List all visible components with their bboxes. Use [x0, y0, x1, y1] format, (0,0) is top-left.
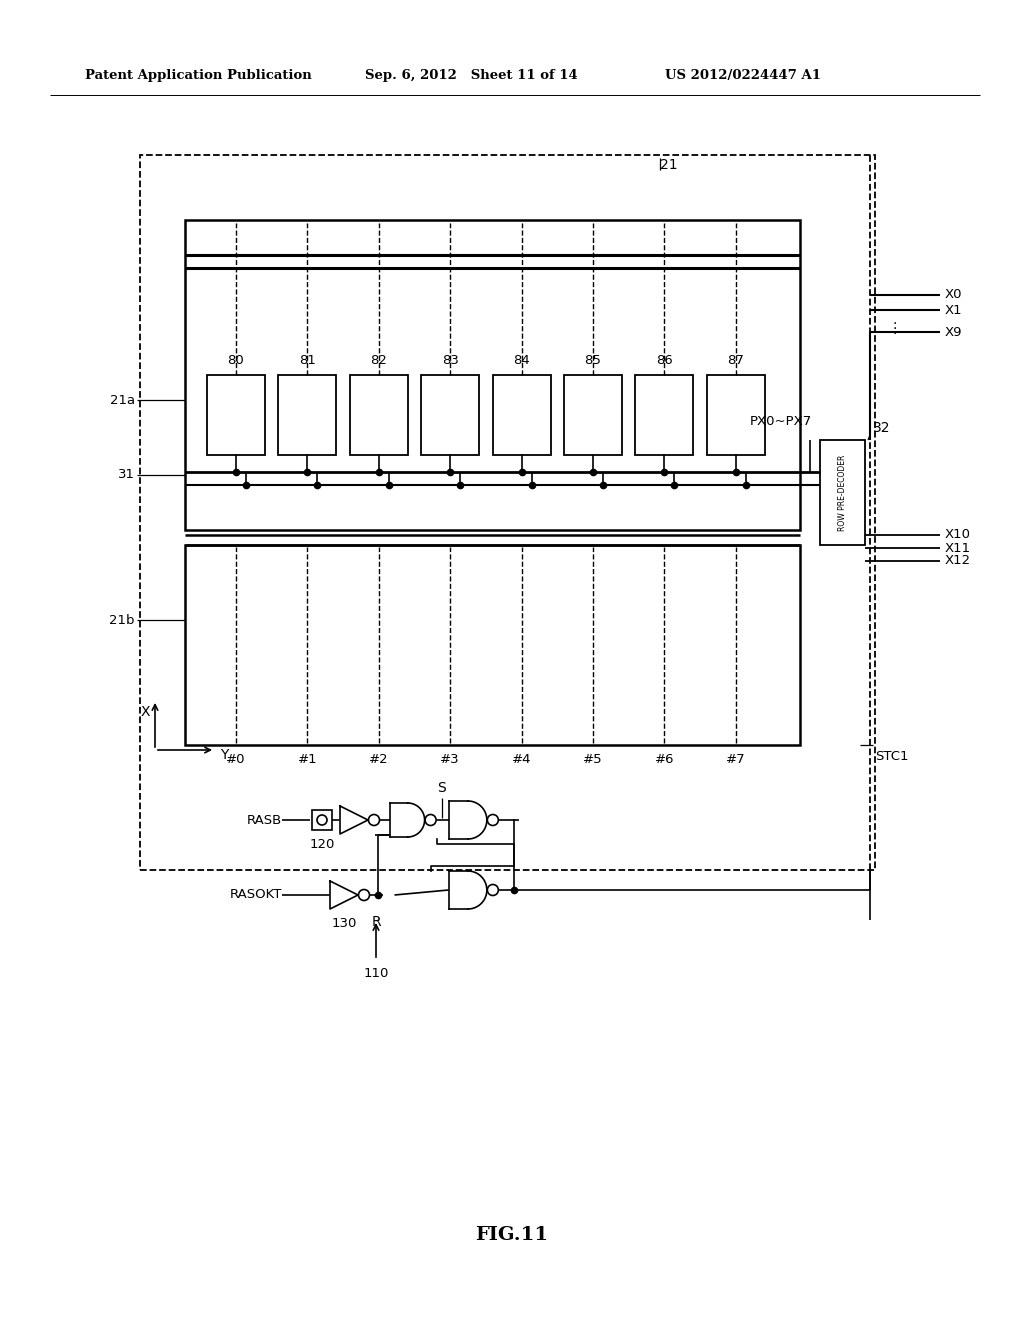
Bar [350, 375, 408, 455]
Text: S: S [437, 781, 446, 795]
Text: #1: #1 [298, 752, 317, 766]
Text: Patent Application Publication: Patent Application Publication [85, 69, 311, 82]
Text: FIG.11: FIG.11 [475, 1226, 549, 1243]
Text: 21: 21 [660, 158, 678, 172]
Text: 130: 130 [332, 917, 356, 931]
Bar [140, 154, 874, 870]
Text: X11: X11 [945, 541, 971, 554]
Bar [564, 375, 622, 455]
Bar [421, 375, 479, 455]
Text: Sep. 6, 2012   Sheet 11 of 14: Sep. 6, 2012 Sheet 11 of 14 [365, 69, 578, 82]
Text: .: . [893, 318, 897, 333]
Text: 110: 110 [364, 968, 389, 979]
Text: Y: Y [220, 748, 228, 762]
Bar [707, 375, 765, 455]
Text: 31: 31 [118, 469, 135, 482]
Text: #4: #4 [512, 752, 531, 766]
Text: 82: 82 [371, 354, 387, 367]
Text: X1: X1 [945, 304, 963, 317]
Text: #3: #3 [440, 752, 460, 766]
Text: #2: #2 [369, 752, 388, 766]
Text: STC1: STC1 [874, 750, 908, 763]
Polygon shape [330, 880, 358, 909]
Text: 84: 84 [513, 354, 529, 367]
Text: 32: 32 [873, 421, 891, 436]
Text: #6: #6 [654, 752, 674, 766]
Text: RASB: RASB [247, 813, 282, 826]
Text: X12: X12 [945, 554, 971, 568]
Text: 80: 80 [227, 354, 245, 367]
Text: 120: 120 [309, 838, 335, 851]
Text: .: . [893, 323, 897, 337]
Bar [185, 545, 800, 744]
Text: #5: #5 [583, 752, 603, 766]
Bar [185, 220, 800, 531]
Bar [820, 440, 865, 545]
Text: #0: #0 [226, 752, 246, 766]
Text: X: X [140, 705, 150, 719]
Text: X9: X9 [945, 326, 963, 338]
Text: X10: X10 [945, 528, 971, 541]
Text: 81: 81 [299, 354, 315, 367]
Bar [279, 375, 336, 455]
Text: 21b: 21b [110, 614, 135, 627]
Bar [207, 375, 265, 455]
Text: ROW PRE-DECODER: ROW PRE-DECODER [838, 454, 847, 531]
Bar [312, 810, 332, 830]
Text: .: . [893, 313, 897, 327]
Text: #7: #7 [726, 752, 745, 766]
Text: 85: 85 [585, 354, 601, 367]
Text: US 2012/0224447 A1: US 2012/0224447 A1 [665, 69, 821, 82]
Text: RASOKT: RASOKT [229, 888, 282, 902]
Text: PX0~PX7: PX0~PX7 [750, 414, 812, 428]
Text: X0: X0 [945, 289, 963, 301]
Text: 83: 83 [441, 354, 459, 367]
Bar [635, 375, 693, 455]
Text: R: R [371, 915, 381, 929]
Bar [493, 375, 551, 455]
Text: 86: 86 [656, 354, 673, 367]
Text: 87: 87 [727, 354, 744, 367]
Polygon shape [340, 807, 368, 834]
Text: 21a: 21a [110, 393, 135, 407]
